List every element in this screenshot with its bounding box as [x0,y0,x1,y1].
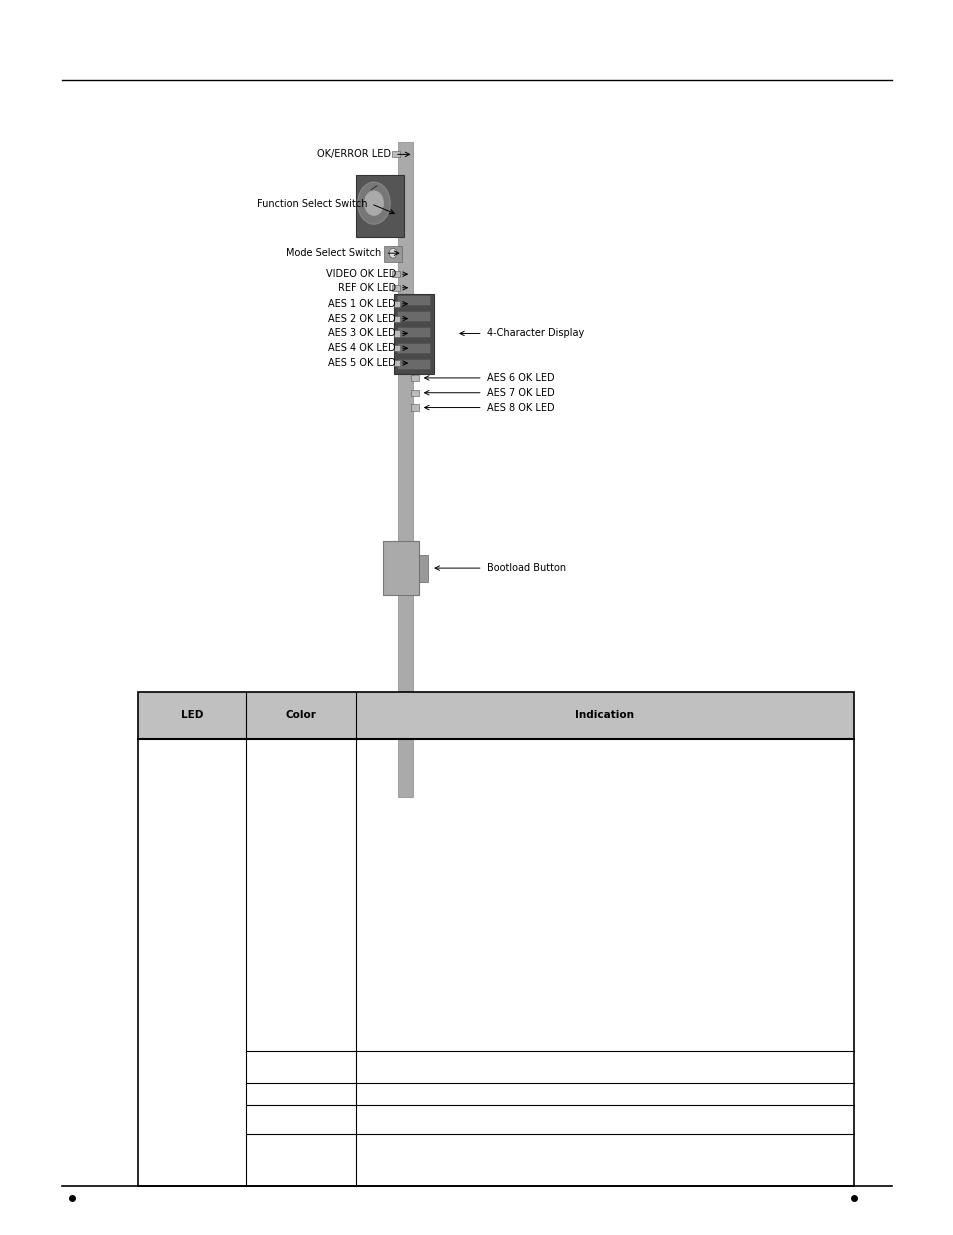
Bar [411,390,418,395]
Text: Color: Color [285,710,316,720]
Bar [384,246,401,262]
Bar [397,296,430,305]
Bar [397,361,430,369]
Text: Indication: Indication [575,710,634,720]
Bar [392,284,399,290]
Bar [418,555,428,582]
Bar [411,405,418,410]
Bar [394,346,399,351]
Bar [397,142,413,797]
Bar [397,345,430,353]
Bar [397,329,430,337]
Bar [392,272,399,278]
Bar [394,294,434,374]
Circle shape [357,183,390,225]
Text: Mode Select Switch: Mode Select Switch [286,248,381,258]
Text: AES 2 OK LED: AES 2 OK LED [328,314,395,324]
Text: AES 6 OK LED: AES 6 OK LED [486,373,554,383]
Text: 4-Character Display: 4-Character Display [486,329,583,338]
Text: AES 1 OK LED: AES 1 OK LED [328,299,395,309]
Text: OK/ERROR LED: OK/ERROR LED [316,149,391,159]
Bar [382,541,418,595]
Text: AES 5 OK LED: AES 5 OK LED [328,358,395,368]
Circle shape [364,191,383,216]
Text: Bootload Button: Bootload Button [486,563,565,573]
Text: AES 3 OK LED: AES 3 OK LED [328,329,395,338]
Text: AES 8 OK LED: AES 8 OK LED [486,403,554,412]
Bar [394,316,399,322]
Bar [355,175,403,237]
Text: AES 4 OK LED: AES 4 OK LED [328,343,395,353]
Bar [394,330,399,336]
Text: REF OK LED: REF OK LED [337,283,395,293]
Bar [394,361,399,366]
Bar [397,312,430,321]
Bar [411,375,418,380]
Text: LED: LED [181,710,203,720]
Text: VIDEO OK LED: VIDEO OK LED [325,269,395,279]
Text: Function Select Switch: Function Select Switch [256,199,367,209]
Circle shape [389,248,396,258]
Bar [392,151,399,157]
Text: AES 7 OK LED: AES 7 OK LED [486,388,554,398]
Bar [394,301,399,306]
Bar [138,692,853,739]
Bar [138,692,853,1186]
